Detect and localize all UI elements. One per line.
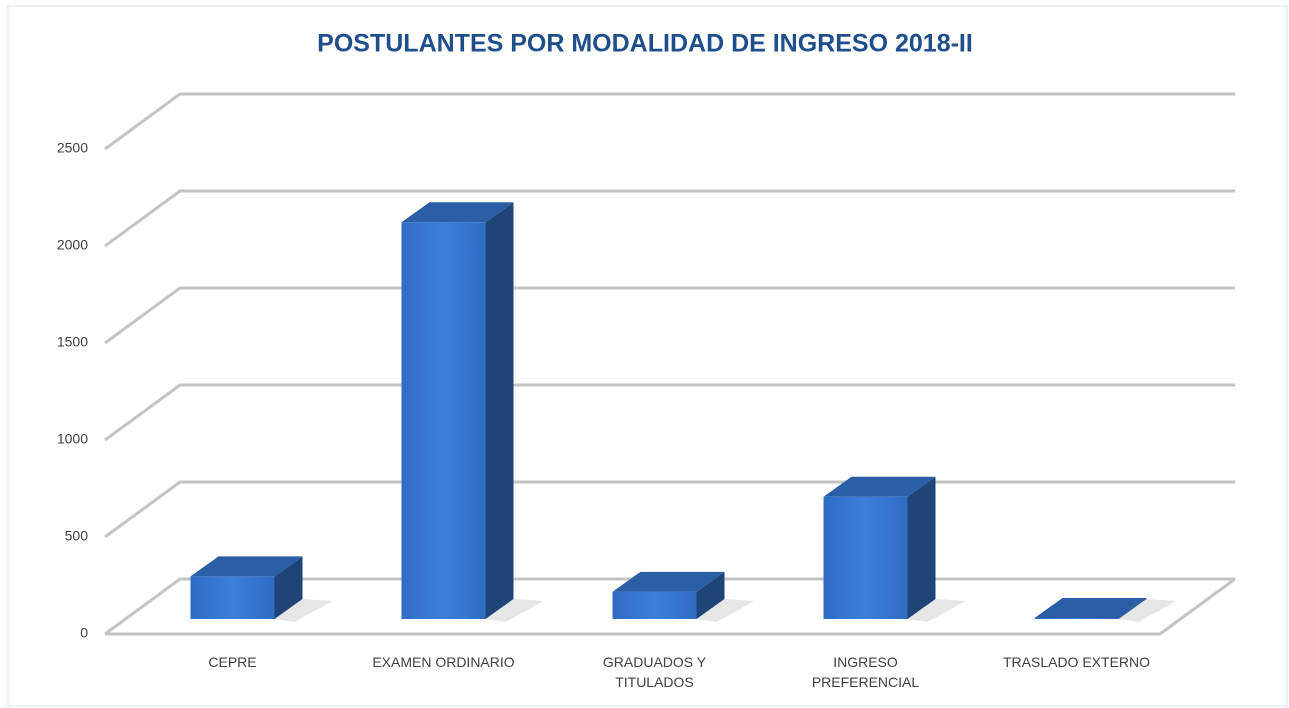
y-tick-label: 0 [80, 625, 88, 641]
bar-side [907, 476, 936, 619]
bar [1034, 598, 1177, 622]
bar [612, 571, 755, 622]
bar-side [485, 202, 514, 619]
chart-border [7, 5, 1288, 707]
x-tick-label: GRADUADOS Y TITULADOS [602, 654, 707, 690]
chart-title: POSTULANTES POR MODALIDAD DE INGRESO 201… [317, 30, 973, 58]
y-tick-label: 1500 [57, 334, 88, 350]
bar [190, 556, 333, 622]
y-tick-label: 500 [65, 528, 89, 544]
bar-shadow [907, 599, 966, 622]
y-tick-label: 2000 [57, 237, 88, 253]
bar-shadow [696, 599, 755, 622]
grid-line [104, 286, 1235, 345]
bar-shadow [485, 599, 544, 622]
bar-side [1118, 598, 1147, 619]
grid-line [104, 92, 1235, 151]
bar-side [696, 571, 725, 619]
y-tick-label: 1000 [57, 431, 88, 447]
y-tick-label: 2500 [57, 140, 88, 156]
bar [401, 202, 544, 622]
bar-top [190, 556, 303, 577]
bar-front [190, 576, 275, 619]
bar-top [823, 476, 936, 497]
bar [823, 476, 966, 622]
bar-top [1034, 598, 1147, 619]
bar-front [612, 591, 697, 619]
x-tick-label: INGRESO PREFERENCIAL [811, 654, 920, 690]
bar-front [823, 496, 908, 619]
grid-line [104, 189, 1235, 248]
bar-top [401, 202, 514, 223]
x-tick-label: CEPRE [208, 654, 257, 670]
bar-shadow [1118, 599, 1177, 622]
grid-line [104, 383, 1235, 442]
grid-line [104, 480, 1235, 539]
bar-front [1034, 618, 1119, 619]
bar-top [612, 571, 725, 592]
bar-shadow [274, 599, 333, 622]
bar-side [274, 556, 303, 619]
x-tick-label: EXAMEN ORDINARIO [372, 654, 515, 670]
floor-edge [1159, 577, 1236, 636]
x-tick-label: TRASLADO EXTERNO [1002, 654, 1151, 670]
bar-front [401, 222, 486, 619]
